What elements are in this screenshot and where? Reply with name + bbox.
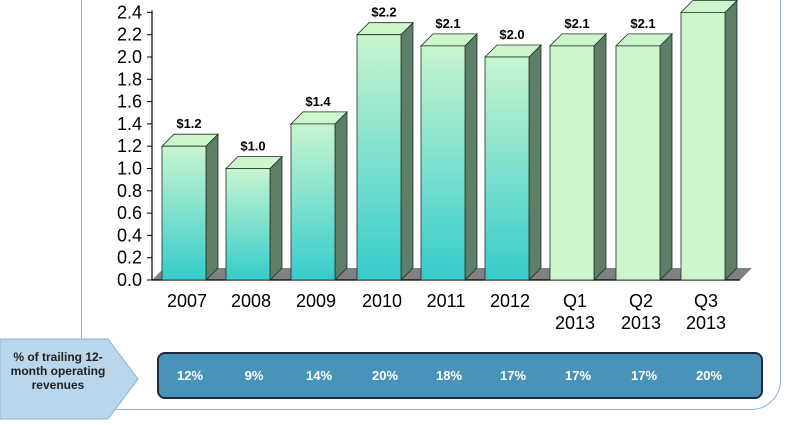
bar-side xyxy=(659,32,673,281)
bar-side xyxy=(205,133,219,281)
percent-value: 17% xyxy=(499,368,527,383)
data-label: $1.4 xyxy=(305,94,331,109)
percent-value: 20% xyxy=(371,368,399,383)
bar-side xyxy=(400,21,414,281)
bar xyxy=(549,45,595,281)
x-tick-label: 2008 xyxy=(231,291,271,311)
bar xyxy=(484,56,530,281)
y-tick-label: 2.0 xyxy=(117,47,142,67)
percent-value: 18% xyxy=(435,368,463,383)
label-arrow-shape xyxy=(0,338,139,420)
x-tick-label: 2011 xyxy=(427,291,466,311)
bar-side xyxy=(334,110,348,281)
x-tick-label: 2009 xyxy=(296,291,336,311)
bar-side xyxy=(269,155,283,281)
x-tick-label: 2010 xyxy=(362,291,402,311)
data-label: $1.2 xyxy=(176,116,201,131)
data-label: $2.1 xyxy=(564,16,589,31)
x-tick-label: Q3 2013 xyxy=(686,291,726,333)
y-tick-label: 2.2 xyxy=(117,25,142,45)
percent-value: 9% xyxy=(244,368,264,383)
x-tick-label: Q1 2013 xyxy=(555,291,595,333)
bar-side xyxy=(593,32,607,281)
bar-side xyxy=(464,32,478,281)
x-tick-label: Q2 2013 xyxy=(621,291,661,333)
data-label: $1.0 xyxy=(240,139,265,154)
percent-row-label-text: % of trailing 12-month operating revenue… xyxy=(10,350,106,392)
bar xyxy=(680,11,726,281)
y-tick-label: 1.2 xyxy=(117,136,142,156)
bar xyxy=(290,123,336,281)
bar xyxy=(356,34,402,281)
percent-value: 14% xyxy=(305,368,333,383)
y-tick-label: 1.6 xyxy=(117,92,142,112)
data-label: $2.2 xyxy=(371,5,396,20)
data-label: $2.1 xyxy=(435,16,460,31)
data-label: $2.0 xyxy=(499,27,524,42)
y-tick-label: 1.8 xyxy=(117,69,142,89)
y-tick-label: 1.4 xyxy=(117,114,142,134)
percent-value: 12% xyxy=(176,368,204,383)
y-tick-label: 0.8 xyxy=(117,181,142,201)
percent-row-label: % of trailing 12-month operating revenue… xyxy=(0,338,140,420)
content-panel xyxy=(81,0,781,410)
y-tick-label: 1.0 xyxy=(117,159,142,179)
y-tick-label: 2.4 xyxy=(117,2,142,22)
bar-side xyxy=(724,0,738,281)
x-tick-label: 2012 xyxy=(490,291,530,311)
percent-value: 17% xyxy=(630,368,658,383)
y-tick-label: 0.4 xyxy=(117,225,142,245)
bar xyxy=(161,145,207,281)
bar-chart: 0.00.2 0.40.60.81.0 1.21.41.6 1.82.02.2 2.4 $… xyxy=(117,0,752,333)
y-tick-label: 0.2 xyxy=(117,248,142,268)
bar-side xyxy=(528,44,542,281)
y-tick-label: 0.0 xyxy=(117,270,142,290)
data-label: $2.1 xyxy=(630,16,655,31)
x-tick-label: 2007 xyxy=(167,291,207,311)
bar xyxy=(420,45,466,281)
percent-value: 20% xyxy=(695,368,723,383)
bar xyxy=(225,168,271,281)
percent-value: 17% xyxy=(564,368,592,383)
percent-values-bar: 12% 9% 14% 20% 18% 17% 17% 17% 20% xyxy=(157,352,763,399)
y-tick-label: 0.6 xyxy=(117,203,142,223)
bar xyxy=(615,45,661,281)
